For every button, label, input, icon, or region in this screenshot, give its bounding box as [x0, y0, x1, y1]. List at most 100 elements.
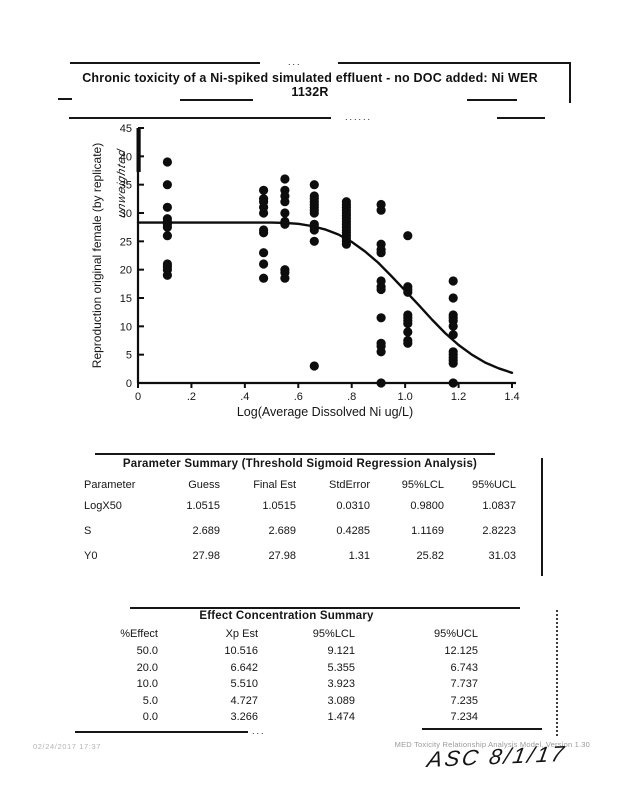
handwritten-date-annotation: ASC 8/1/17	[425, 741, 569, 772]
parameter-summary-column-header: Final Est	[253, 479, 296, 491]
effect-summary-cell: 10.516	[224, 645, 258, 658]
effect-table-bottom-rule-right	[422, 728, 542, 730]
parameter-summary-column-header: Guess	[188, 479, 220, 491]
x-tick-label: .6	[294, 391, 303, 403]
scan-dotted-edge	[556, 610, 558, 736]
x-tick-label: .4	[240, 391, 249, 403]
effect-summary-column-header: 95%UCL	[433, 628, 478, 640]
scan-edge-line	[541, 458, 543, 576]
effect-summary-cell: 1.474	[327, 711, 355, 724]
data-point	[280, 219, 290, 229]
x-tick-label: 1.4	[504, 391, 519, 403]
data-point	[162, 270, 172, 280]
effect-summary-cell: 6.642	[230, 661, 258, 674]
data-point	[280, 273, 290, 283]
effect-summary-cell: 12.125	[444, 645, 478, 658]
scan-dashes: ...	[252, 726, 266, 736]
y-tick-label: 30	[120, 208, 132, 220]
scan-dashes: ...	[288, 57, 302, 67]
data-point	[309, 236, 319, 246]
y-axis-label: Reproduction original female (by replica…	[90, 143, 104, 368]
parameter-summary-cell: LogX50	[84, 499, 122, 512]
header-divider	[69, 117, 331, 119]
y-axis-ticks: 0 5 10 15 20 25 30 35 40 45	[120, 123, 144, 390]
effect-summary-table: Effect Concentration Summary %Effect Xp E…	[95, 610, 478, 726]
effect-summary-cell: 9.121	[327, 645, 355, 658]
data-point	[309, 225, 319, 235]
y-tick-label: 20	[120, 265, 132, 277]
data-point	[162, 231, 172, 241]
effect-summary-cell: 10.0	[136, 678, 158, 691]
data-point	[403, 338, 413, 348]
title-underline-right	[467, 99, 517, 101]
y-tick-label: 0	[126, 378, 132, 390]
parameter-summary-cell: 1.0515	[186, 499, 220, 512]
y-tick-label: 5	[126, 350, 132, 362]
data-point	[162, 222, 172, 232]
effect-summary-cell: 6.743	[450, 661, 478, 674]
data-point	[376, 248, 386, 258]
parameter-summary-cell: 2.8223	[482, 524, 516, 537]
x-axis-label: Log(Average Dissolved Ni ug/L)	[237, 405, 413, 419]
parameter-summary-cell: 1.1169	[411, 524, 444, 537]
effect-summary-cell: 0.0	[142, 711, 158, 724]
effect-summary-cell: 7.234	[450, 711, 478, 724]
y-tick-label: 25	[120, 236, 132, 248]
data-point	[376, 347, 386, 357]
parameter-summary-cell: 0.0310	[336, 499, 370, 512]
x-axis-ticks: 0 .2 .4 .6 .8 1.0 1.2 1.4	[135, 383, 520, 403]
scan-dashes: ......	[345, 112, 373, 122]
data-point	[376, 284, 386, 295]
parameter-summary-column-header: Parameter	[84, 479, 136, 491]
parameter-summary-cell: Y0	[84, 549, 98, 562]
x-tick-label: 1.2	[451, 391, 466, 403]
effect-summary-cell: 7.235	[450, 694, 478, 707]
parameter-summary-cell: 1.0837	[482, 499, 516, 512]
effect-summary-cell: 3.923	[327, 678, 355, 691]
effect-summary-cell: 50.0	[136, 645, 158, 658]
effect-summary-row: 0.0 3.266 1.474 7.234	[95, 709, 478, 726]
title-box-top-rule-right	[338, 62, 570, 64]
x-tick-label: .2	[187, 391, 196, 403]
effect-summary-cell: 4.727	[230, 694, 258, 707]
parameter-summary-row: S 2.689 2.689 0.4285 1.1169 2.8223	[84, 518, 516, 543]
header-divider-right	[497, 117, 545, 119]
parameter-summary-column-header: 95%LCL	[401, 479, 444, 491]
y-tick-label: 40	[120, 151, 132, 163]
parameter-summary-row: Y0 27.98 27.98 1.31 25.82 31.03	[84, 543, 516, 568]
data-point	[259, 185, 269, 195]
parameter-summary-cell: 27.98	[192, 549, 220, 562]
data-point	[448, 358, 458, 368]
data-point	[403, 327, 413, 337]
data-point	[376, 205, 386, 215]
y-tick-label: 10	[120, 321, 132, 333]
effect-table-bottom-rule	[75, 731, 248, 733]
data-point	[259, 248, 269, 258]
effect-summary-row: 5.0 4.727 3.089 7.235	[95, 693, 478, 710]
data-point	[448, 293, 458, 303]
parameter-summary-row: LogX50 1.0515 1.0515 0.0310 0.9800 1.0837	[84, 493, 516, 518]
scatter-points	[162, 157, 458, 388]
parameter-summary-cell: 0.4285	[336, 524, 370, 537]
data-point	[403, 231, 413, 241]
data-point	[448, 321, 458, 331]
x-tick-label: 0	[135, 391, 141, 403]
data-point	[448, 330, 458, 340]
effect-summary-row: 50.0 10.516 9.121 12.125	[95, 643, 478, 660]
parameter-summary-cell: 2.689	[192, 524, 220, 537]
parameter-summary-header-row: Parameter Guess Final Est StdError 95%LCL 95%…	[84, 479, 516, 491]
effect-summary-column-header: %Effect	[120, 628, 158, 640]
parameter-table-top-rule	[95, 453, 495, 455]
footer-timestamp: 02/24/2017 17:37	[33, 742, 101, 751]
data-point	[259, 208, 269, 218]
effect-summary-cell: 20.0	[136, 661, 158, 674]
data-point	[448, 378, 458, 388]
x-tick-label: .8	[347, 391, 356, 403]
parameter-summary-cell: 27.98	[268, 549, 296, 562]
effect-summary-title: Effect Concentration Summary	[199, 610, 374, 622]
effect-summary-cell: 7.737	[450, 678, 478, 691]
data-point	[162, 157, 172, 167]
data-point	[162, 202, 172, 212]
data-point	[403, 318, 413, 329]
